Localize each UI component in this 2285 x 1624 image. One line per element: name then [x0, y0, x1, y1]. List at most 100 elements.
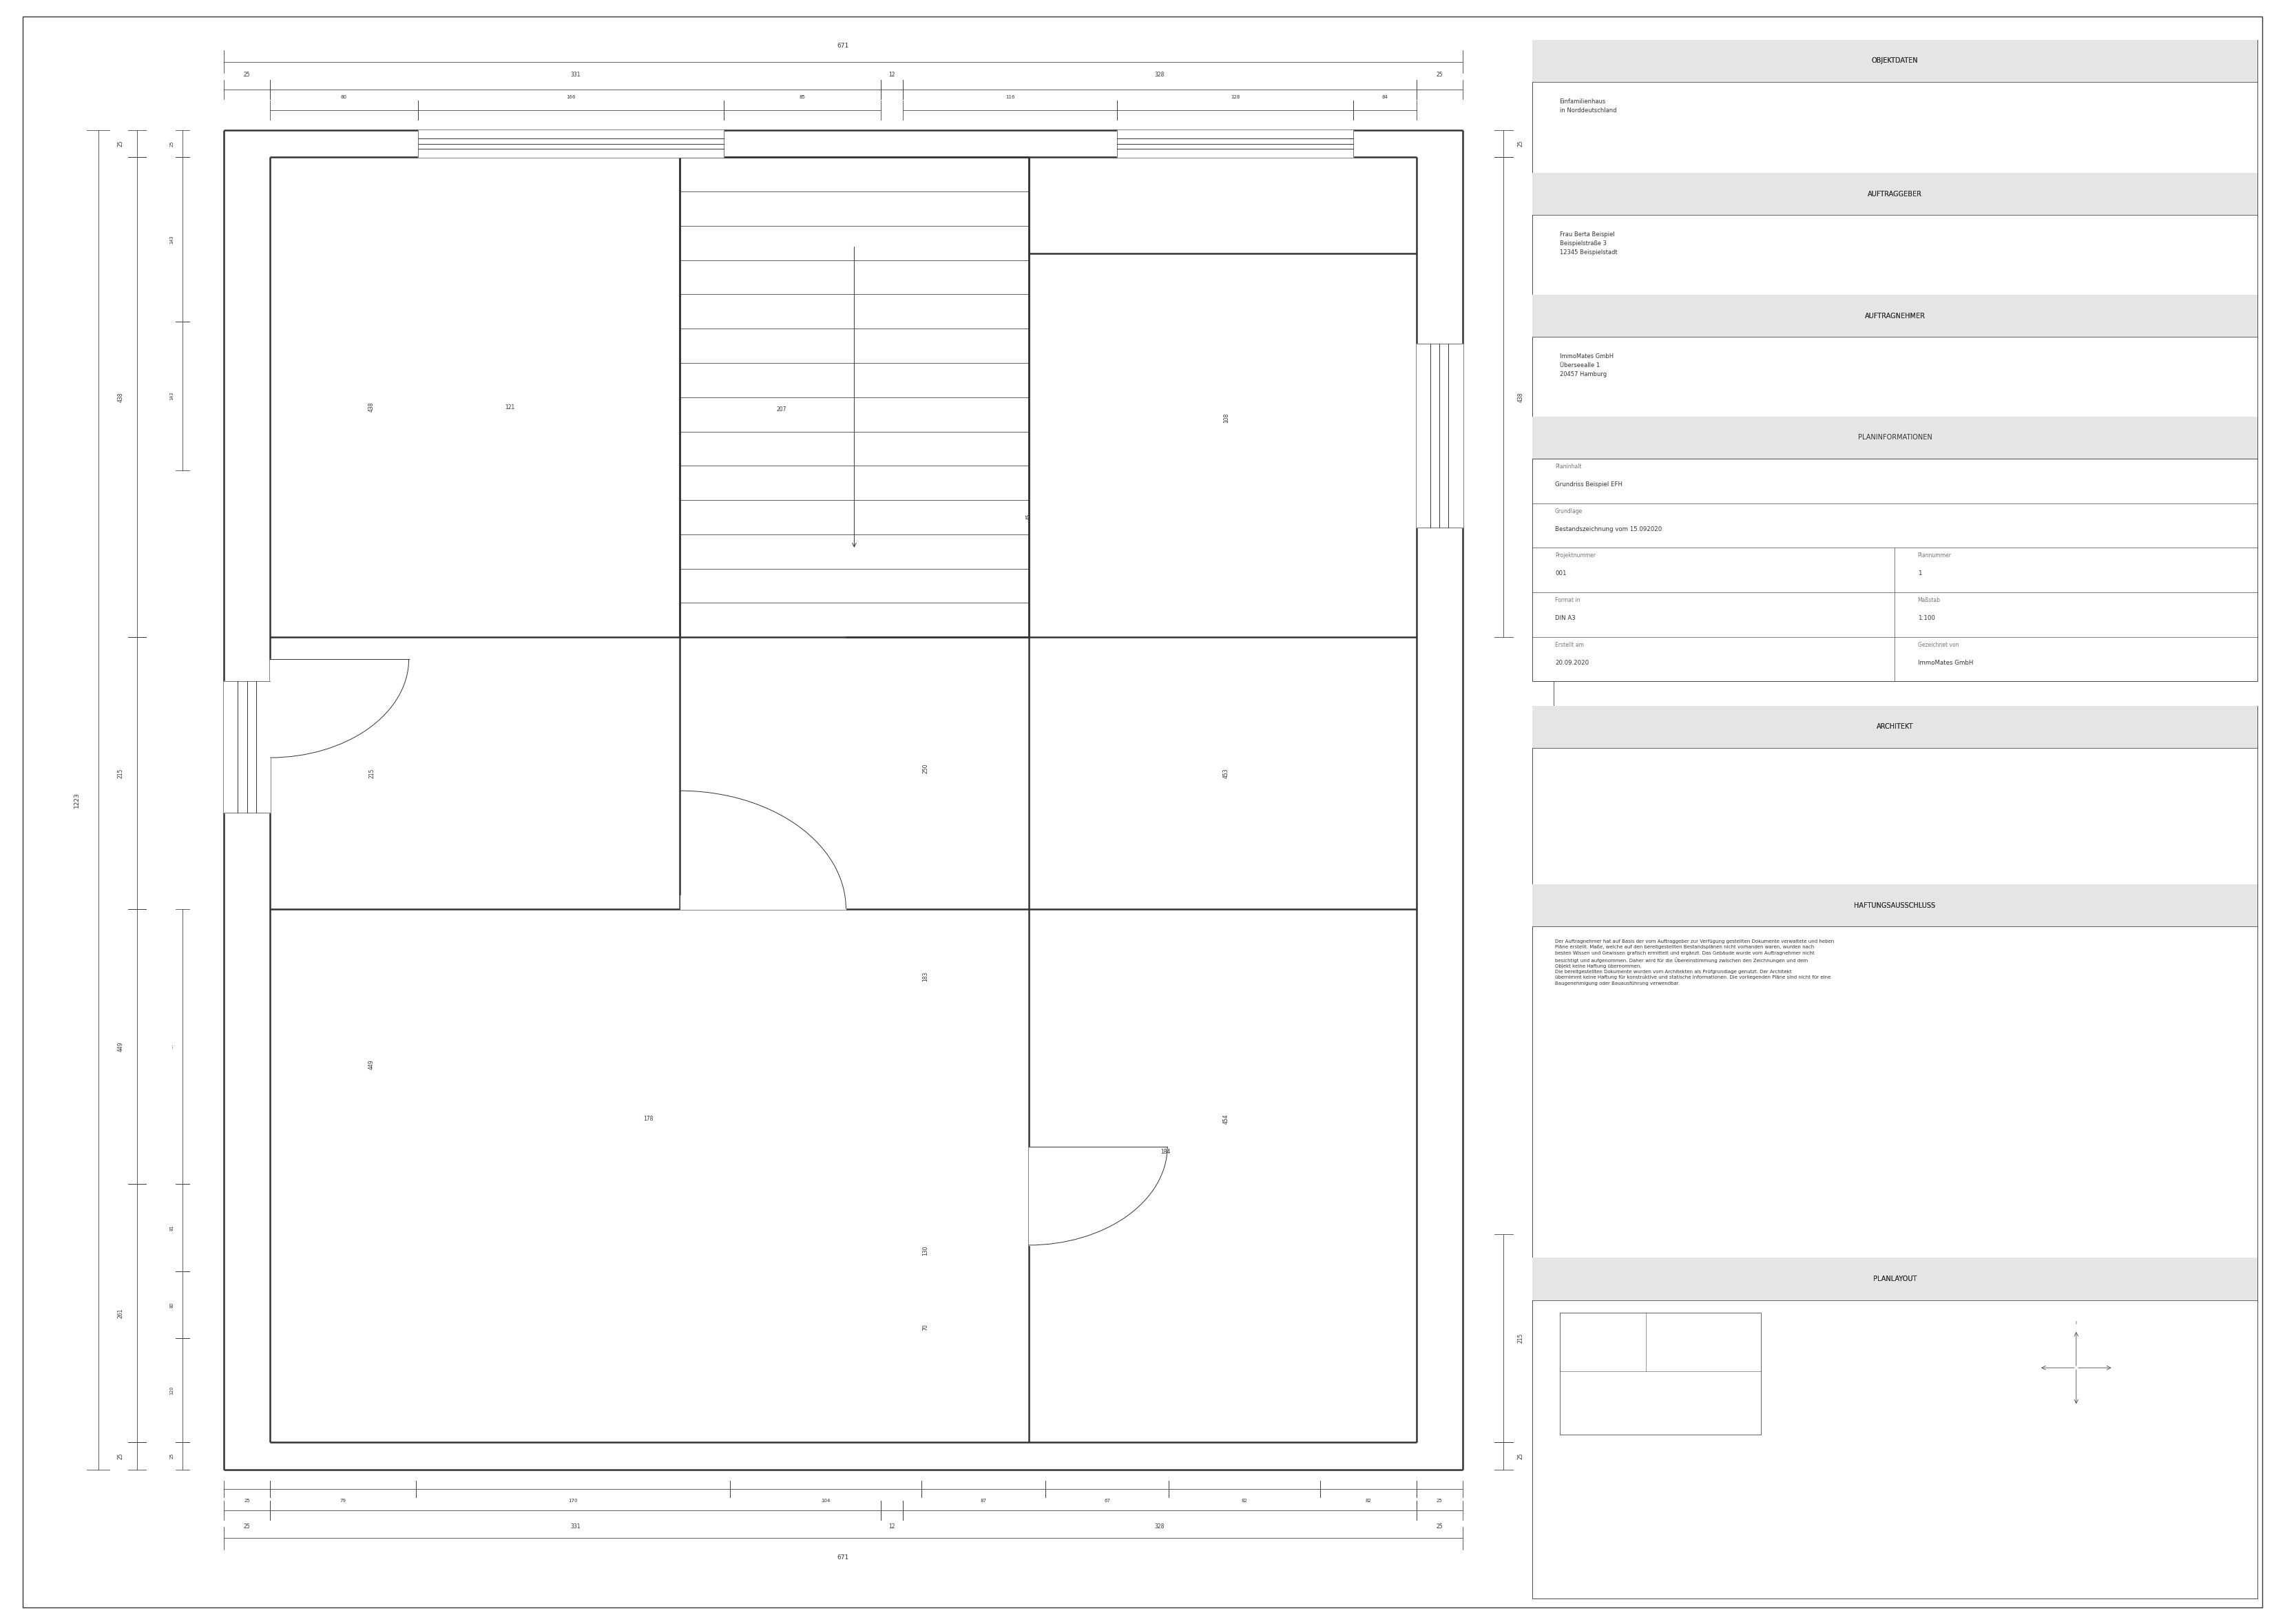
Text: Plannummer: Plannummer: [1917, 552, 1951, 559]
Bar: [1558, 1312, 1759, 1436]
Text: Maßstab: Maßstab: [1917, 598, 1940, 604]
Bar: [1531, 296, 2258, 416]
Text: 108: 108: [1222, 412, 1229, 422]
Text: 184: 184: [1161, 1148, 1170, 1155]
Bar: [1531, 417, 2258, 458]
Text: 67: 67: [1104, 1499, 1111, 1504]
Text: 20.09.2020: 20.09.2020: [1554, 659, 1588, 666]
Text: PLANINFORMATIONEN: PLANINFORMATIONEN: [1858, 434, 1931, 442]
Text: 438: 438: [368, 403, 375, 412]
Text: 143: 143: [169, 235, 174, 244]
Text: ARCHITEKT: ARCHITEKT: [1876, 723, 1913, 731]
Text: 104: 104: [820, 1499, 829, 1504]
Text: 25: 25: [117, 1453, 123, 1460]
Text: Der Auftragnehmer hat auf Basis der vom Auftraggeber zur Verfügung gestellten Do: Der Auftragnehmer hat auf Basis der vom …: [1554, 939, 1835, 986]
Bar: [681, 158, 1028, 637]
Text: Format in: Format in: [1554, 598, 1581, 604]
Text: 449: 449: [117, 1041, 123, 1051]
Text: 12: 12: [889, 1523, 896, 1530]
Text: HAFTUNGSAUSSCHLUSS: HAFTUNGSAUSSCHLUSS: [1853, 901, 1935, 909]
Text: Gezeichnet von: Gezeichnet von: [1917, 641, 1958, 648]
Text: AUFTRAGGEBER: AUFTRAGGEBER: [1867, 190, 1922, 198]
Text: 1:100: 1:100: [1917, 615, 1935, 622]
Text: 45: 45: [1026, 513, 1033, 520]
Bar: [1531, 1257, 2258, 1299]
Text: 215: 215: [117, 768, 123, 778]
Bar: [1531, 41, 2258, 83]
Text: Projektnummer: Projektnummer: [1554, 552, 1595, 559]
Text: ...: ...: [169, 1044, 174, 1049]
Text: 121: 121: [505, 404, 514, 411]
Text: 25: 25: [244, 1499, 249, 1504]
Text: 178: 178: [644, 1116, 654, 1122]
Text: 25: 25: [1435, 1523, 1442, 1530]
Text: Grundlage: Grundlage: [1554, 508, 1584, 515]
Text: 25: 25: [1435, 71, 1442, 78]
Text: 130: 130: [923, 1246, 928, 1255]
Bar: [1531, 705, 2258, 883]
Polygon shape: [270, 659, 292, 758]
Text: 454: 454: [1222, 1114, 1229, 1124]
Text: AUFTRAGNEHMER: AUFTRAGNEHMER: [1865, 312, 1926, 320]
Bar: [1531, 174, 2258, 296]
Text: 25: 25: [244, 1523, 251, 1530]
Bar: [1531, 1257, 2258, 1299]
Text: Frau Berta Beispiel
Beispielstraße 3
12345 Beispielstadt: Frau Berta Beispiel Beispielstraße 3 123…: [1558, 232, 1618, 255]
Text: 25: 25: [1437, 1499, 1442, 1504]
Text: 87: 87: [980, 1499, 987, 1504]
Polygon shape: [418, 130, 724, 158]
Text: Grundriss Beispiel EFH: Grundriss Beispiel EFH: [1554, 481, 1622, 487]
Text: Erstellt am: Erstellt am: [1554, 641, 1584, 648]
Bar: [1531, 883, 2258, 926]
Text: OBJEKTDATEN: OBJEKTDATEN: [1871, 57, 1917, 65]
Bar: [1531, 883, 2258, 1257]
Bar: [1531, 883, 2258, 926]
Text: 453: 453: [1222, 768, 1229, 778]
Text: 81: 81: [169, 1224, 174, 1231]
Text: 438: 438: [117, 393, 123, 403]
Polygon shape: [1028, 1147, 1051, 1246]
Bar: [1531, 706, 2258, 747]
Text: 449: 449: [368, 1059, 375, 1070]
Text: 84: 84: [1382, 94, 1387, 99]
Text: 1223: 1223: [73, 793, 80, 807]
Text: 12: 12: [889, 71, 896, 78]
Text: Bestandszeichnung vom 15.092020: Bestandszeichnung vom 15.092020: [1554, 526, 1661, 533]
Text: 116: 116: [1005, 94, 1015, 99]
Text: 328: 328: [1154, 1523, 1165, 1530]
Text: 166: 166: [567, 94, 576, 99]
Bar: [1531, 1257, 2258, 1598]
Text: 70: 70: [923, 1324, 928, 1330]
Text: 128: 128: [1232, 94, 1241, 99]
Text: 25: 25: [244, 71, 251, 78]
Text: 215: 215: [1517, 1333, 1524, 1343]
Text: 215: 215: [368, 768, 375, 778]
Bar: [1531, 706, 2258, 747]
Bar: [1531, 296, 2258, 338]
Polygon shape: [1417, 344, 1462, 528]
Polygon shape: [681, 896, 845, 909]
Text: 170: 170: [569, 1499, 578, 1504]
Text: 25: 25: [117, 140, 123, 146]
Text: Einfamilienhaus
in Norddeutschland: Einfamilienhaus in Norddeutschland: [1558, 99, 1615, 114]
Text: 85: 85: [800, 94, 807, 99]
Text: PLANLAYOUT: PLANLAYOUT: [1874, 1275, 1917, 1283]
Text: 331: 331: [571, 71, 580, 78]
Text: 261: 261: [117, 1307, 123, 1319]
Text: PLANLAYOUT: PLANLAYOUT: [1874, 1275, 1917, 1283]
Text: 438: 438: [1517, 393, 1524, 403]
Text: AUFTRAGNEHMER: AUFTRAGNEHMER: [1865, 312, 1926, 320]
Text: 671: 671: [836, 1554, 850, 1561]
Text: AUFTRAGGEBER: AUFTRAGGEBER: [1867, 190, 1922, 198]
Polygon shape: [224, 680, 270, 812]
Text: OBJEKTDATEN: OBJEKTDATEN: [1871, 57, 1917, 65]
Text: 328: 328: [1154, 71, 1165, 78]
Text: 120: 120: [169, 1385, 174, 1395]
Bar: [1531, 41, 2258, 174]
Text: 1223: 1223: [1570, 793, 1577, 807]
Text: 82: 82: [1241, 1499, 1248, 1504]
Text: 001: 001: [1554, 570, 1565, 577]
Text: DIN A3: DIN A3: [1554, 615, 1574, 622]
Text: 80: 80: [340, 94, 347, 99]
Bar: [1531, 174, 2258, 216]
